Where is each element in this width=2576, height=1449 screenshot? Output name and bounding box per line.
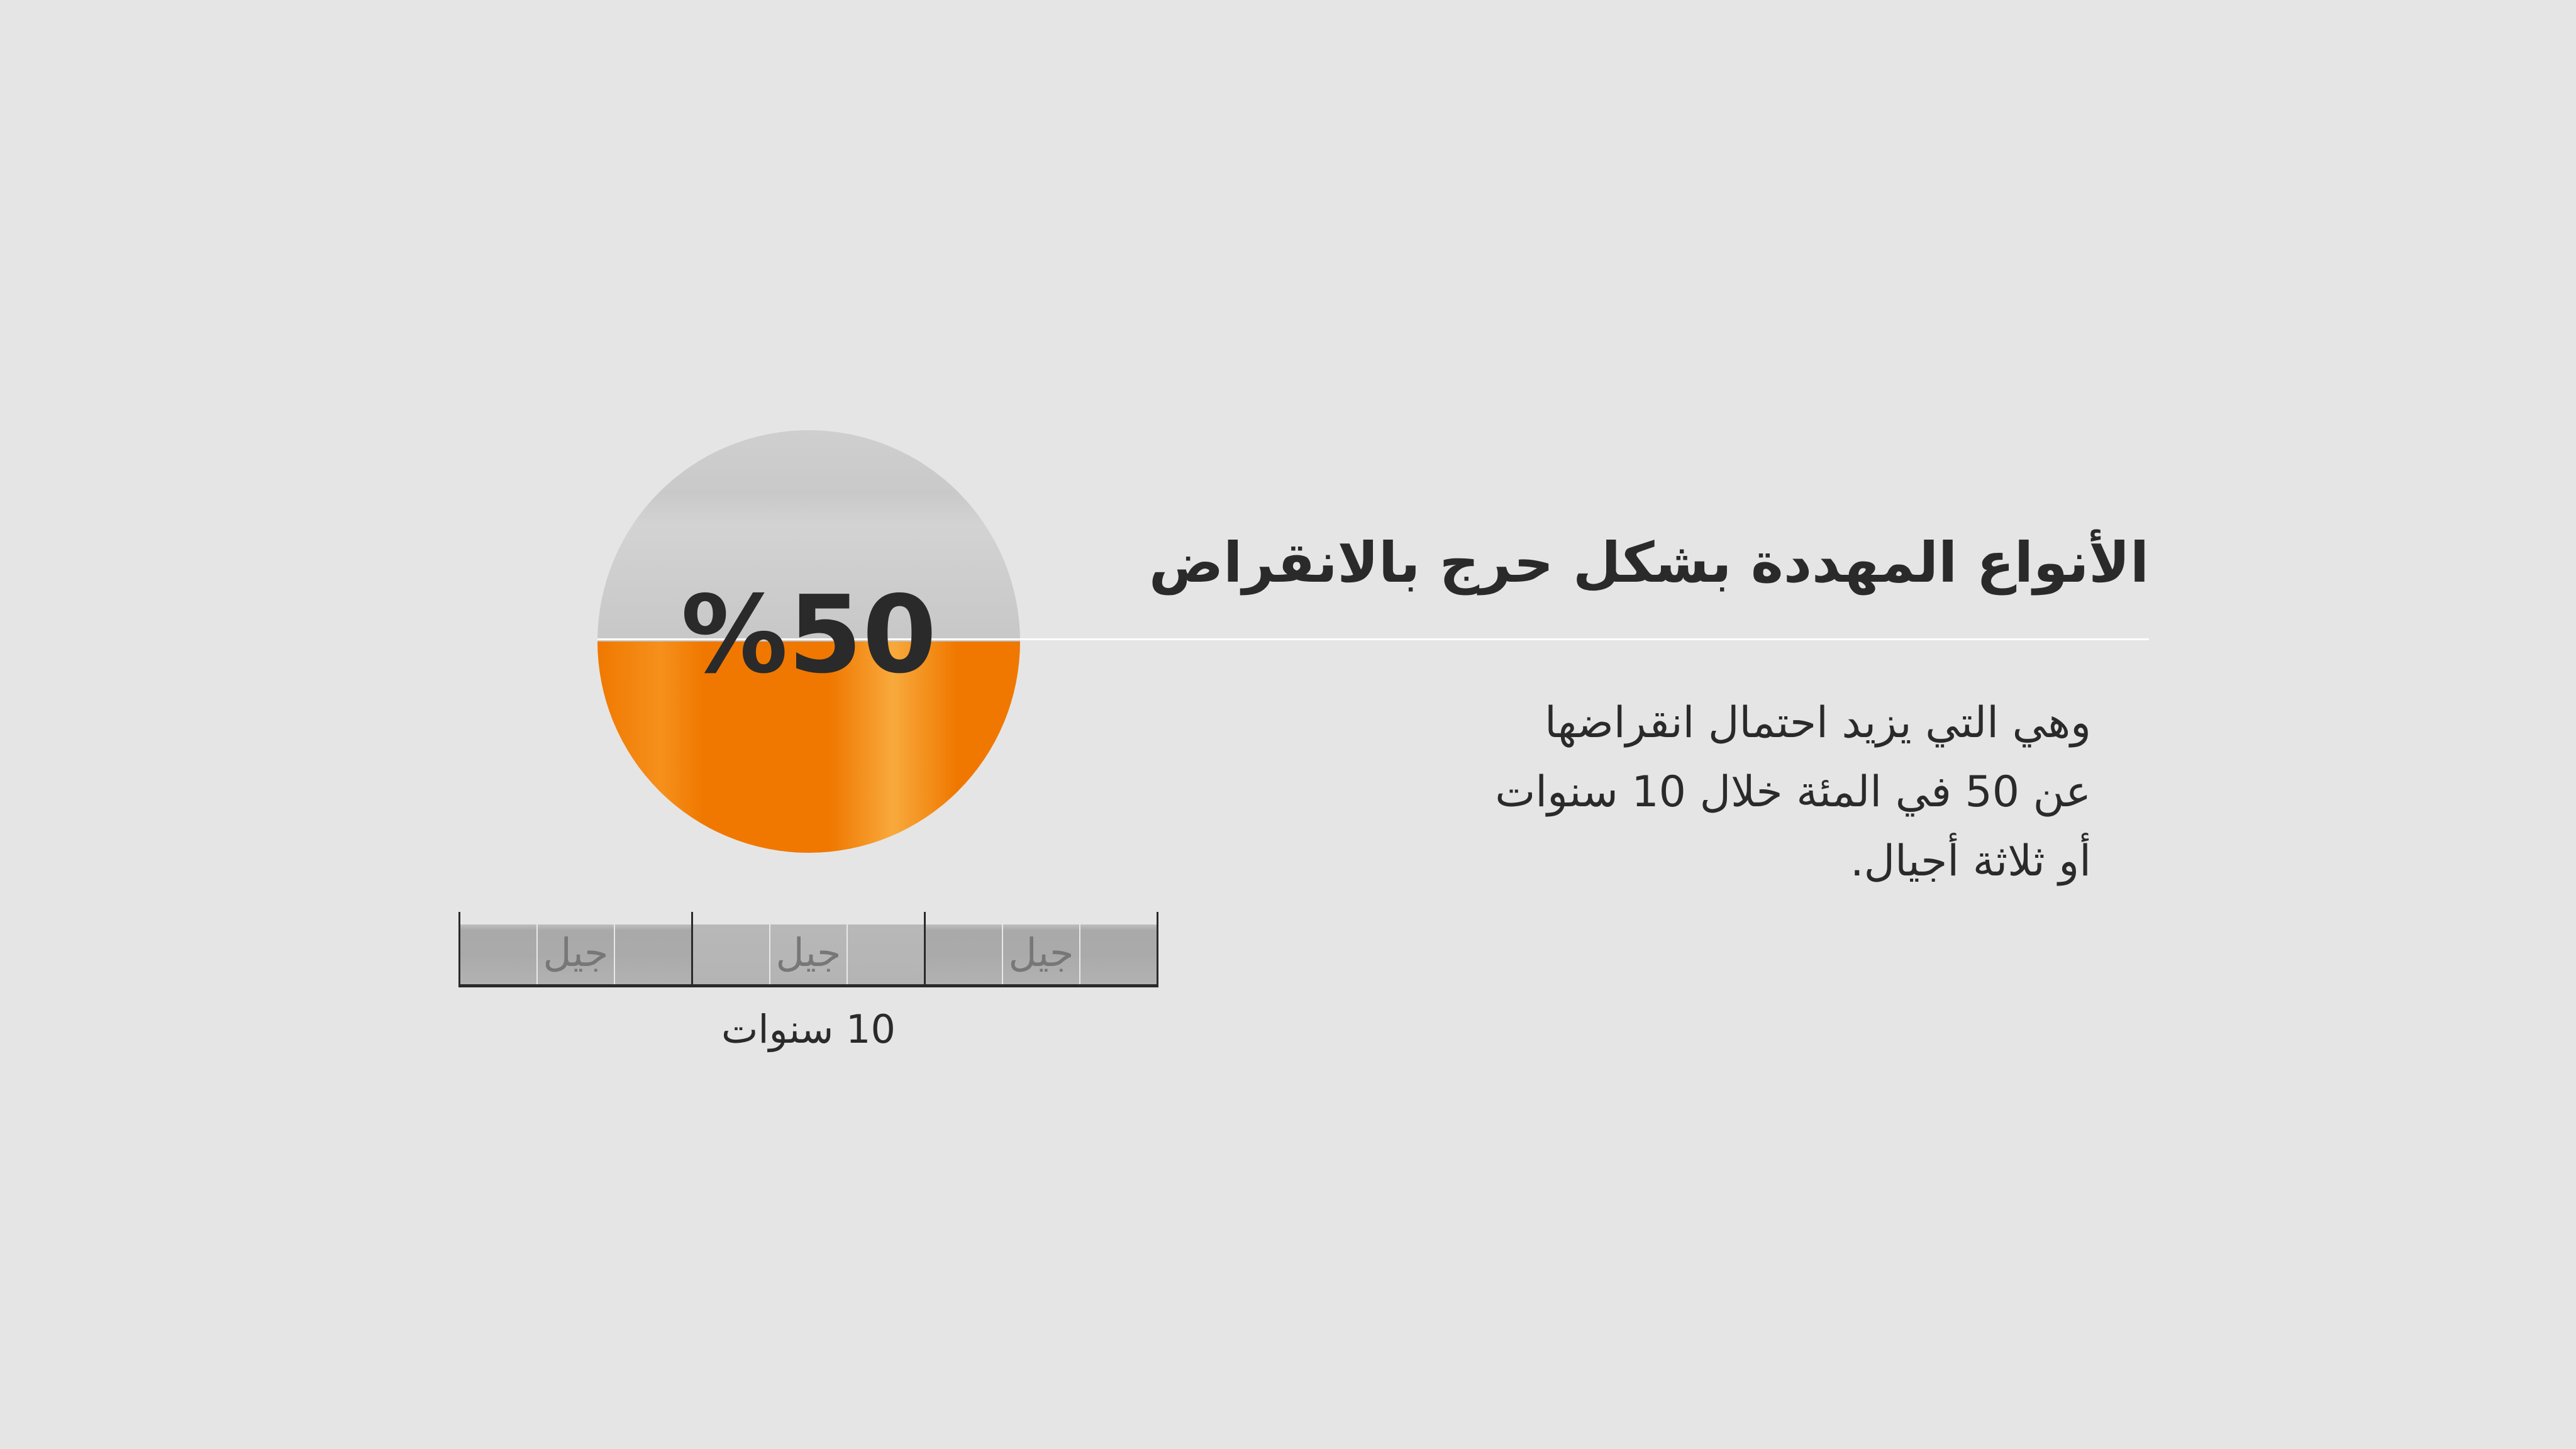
timeline-span-label: 10 سنوات <box>721 1006 896 1052</box>
generation-segment: جيل <box>691 912 924 984</box>
description-line: أو ثلاثة أجيال. <box>1850 836 2091 886</box>
circle-filled-half <box>597 641 1020 853</box>
generation-label: جيل <box>775 930 841 975</box>
generation-label: جيل <box>543 930 609 975</box>
description: وهي التي يزيد احتمال انقراضها عن 50 في ا… <box>1495 689 2091 896</box>
generation-segment: جيل <box>458 912 691 984</box>
generations-timeline: جيل جيل جيل <box>458 912 1158 987</box>
generation-segment: جيل <box>924 912 1158 984</box>
divider-line <box>597 638 2149 640</box>
generation-label: جيل <box>1008 930 1074 975</box>
description-line: وهي التي يزيد احتمال انقراضها <box>1544 698 2091 748</box>
circle-empty-half <box>597 430 1020 641</box>
description-line: عن 50 في المئة خلال 10 سنوات <box>1495 767 2091 817</box>
heading: الأنواع المهددة بشكل حرج بالانقراض <box>1148 530 2149 595</box>
percent-value: %50 <box>680 573 937 697</box>
percent-circle <box>597 430 1020 853</box>
